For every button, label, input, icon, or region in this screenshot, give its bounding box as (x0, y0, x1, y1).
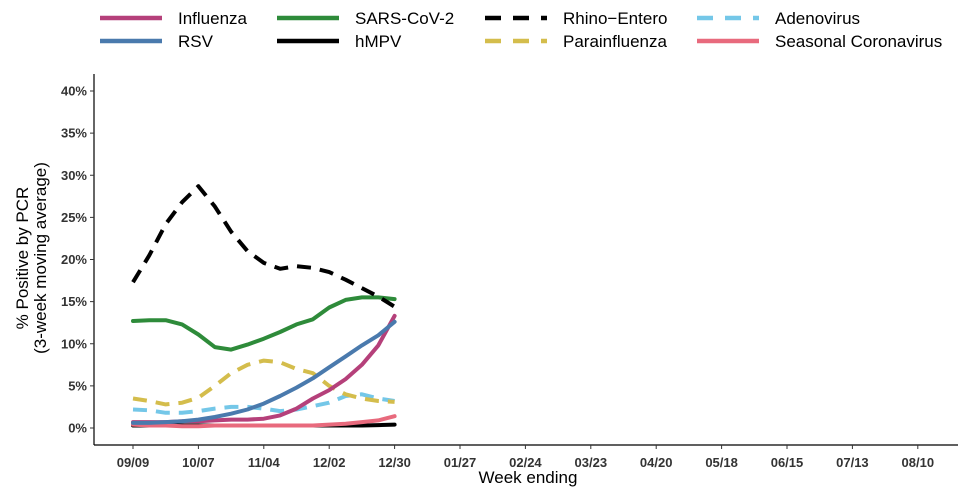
legend-item: RSV (100, 32, 214, 51)
legend-item: hMPV (277, 32, 402, 51)
x-tick-label: 07/13 (836, 455, 869, 470)
legend-item: Seasonal Coronavirus (697, 32, 942, 51)
legend-label: SARS-CoV-2 (355, 9, 454, 28)
y-axis-title-line1: % Positive by PCR (13, 187, 32, 330)
legend-item: Rhino−Entero (485, 9, 667, 28)
legend-label: Seasonal Coronavirus (775, 32, 942, 51)
x-tick-label: 09/09 (117, 455, 150, 470)
y-tick-label: 5% (68, 378, 87, 393)
y-tick-label: 10% (61, 336, 87, 351)
x-tick-label: 05/18 (705, 455, 738, 470)
series-line-sars-cov-2 (131, 295, 397, 352)
x-axis-ticks: 09/09 10/07 11/04 12/02 12/30 01/27 02/24 03/23… (117, 445, 934, 470)
x-tick-label: 06/15 (771, 455, 804, 470)
legend-label: Parainfluenza (563, 32, 668, 51)
y-tick-label: 0% (68, 421, 87, 436)
series-lines (131, 184, 397, 429)
series-line-parainfluenza (132, 358, 395, 407)
y-tick-label: 20% (61, 252, 87, 267)
y-axis-ticks: 0% 5% 10% 15% 20% 25% 30% 35% 40% (61, 84, 94, 436)
y-tick-label: 35% (61, 126, 87, 141)
y-tick-label: 25% (61, 210, 87, 225)
x-tick-label: 04/20 (640, 455, 673, 470)
series-line-seasonal-coronavirus (131, 414, 397, 429)
chart-legend: Influenza RSV SARS-CoV-2 hMPV Rhino−Entero Pa… (100, 9, 942, 51)
legend-label: RSV (178, 32, 214, 51)
legend-label: Rhino−Entero (563, 9, 667, 28)
series-line-rsv (131, 319, 397, 425)
x-tick-label: 03/23 (575, 455, 608, 470)
y-axis-title-line2: (3-week moving average) (31, 162, 50, 354)
x-tick-label: 11/04 (248, 455, 281, 470)
x-tick-label: 08/10 (902, 455, 935, 470)
legend-label: Influenza (178, 9, 248, 28)
x-tick-label: 01/27 (444, 455, 477, 470)
series-line-rhino-entero (131, 184, 396, 309)
y-tick-label: 30% (61, 168, 87, 183)
x-tick-label: 02/24 (509, 455, 542, 470)
y-tick-label: 40% (61, 84, 87, 99)
legend-item: Adenovirus (697, 9, 860, 28)
legend-label: hMPV (355, 32, 402, 51)
y-tick-label: 15% (61, 294, 87, 309)
x-tick-label: 10/07 (182, 455, 215, 470)
x-axis-title: Week ending (479, 468, 578, 487)
legend-label: Adenovirus (775, 9, 860, 28)
legend-item: SARS-CoV-2 (277, 9, 454, 28)
x-tick-label: 12/02 (313, 455, 346, 470)
legend-item: Parainfluenza (485, 32, 668, 51)
legend-item: Influenza (100, 9, 248, 28)
y-axis-title: % Positive by PCR (3-week moving average… (13, 162, 50, 354)
series-line-influenza (131, 313, 397, 425)
plot-area: 0% 5% 10% 15% 20% 25% 30% 35% 40% 09/09 10/07 11/0… (61, 74, 958, 470)
x-tick-label: 12/30 (378, 455, 411, 470)
